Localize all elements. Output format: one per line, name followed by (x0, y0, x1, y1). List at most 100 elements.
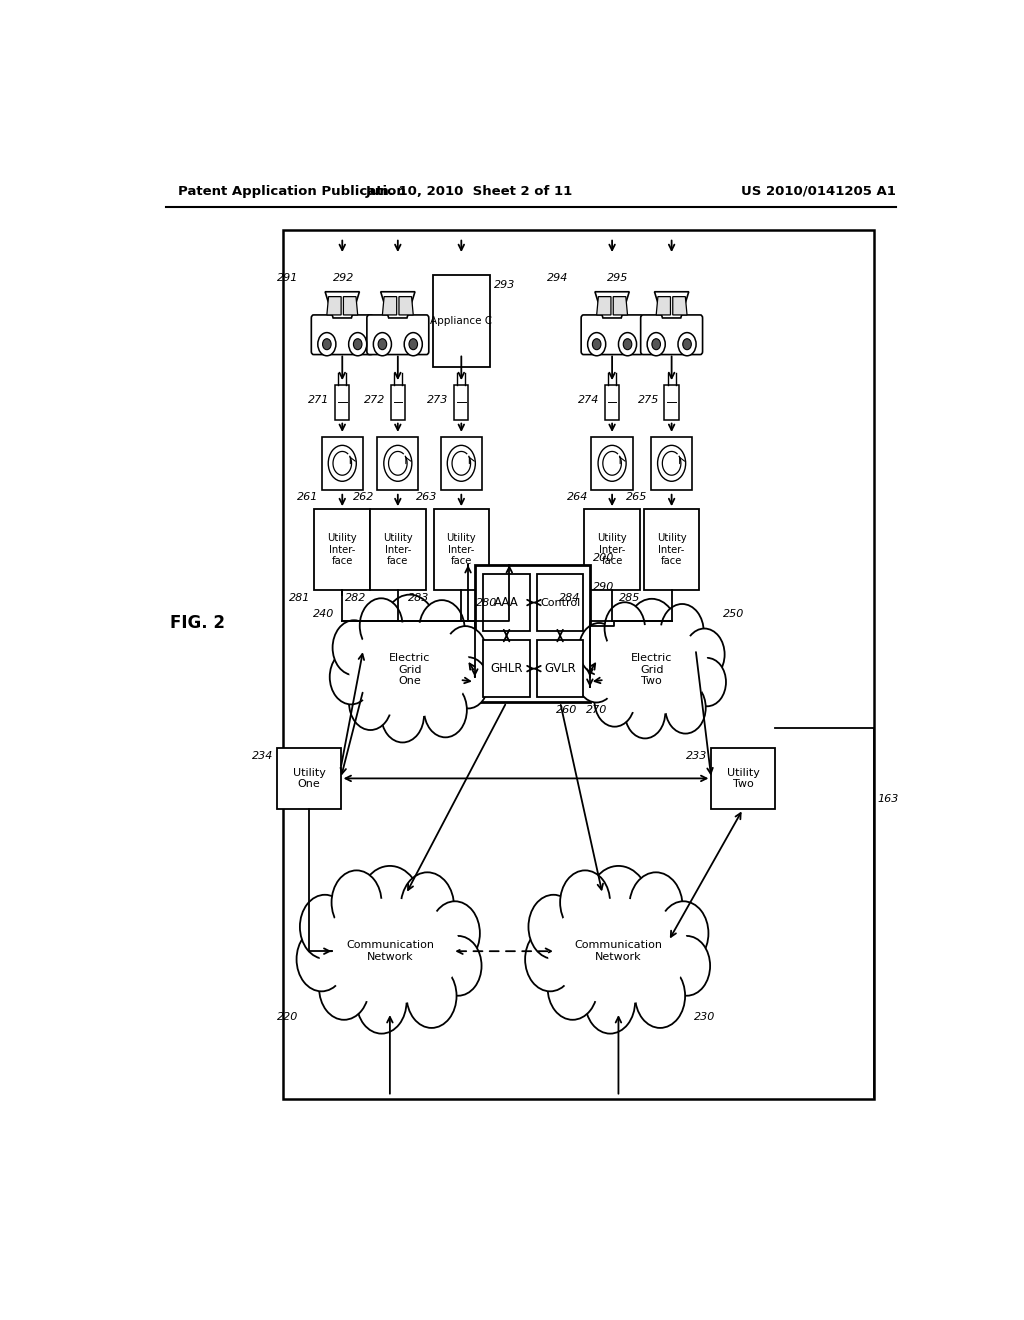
Text: Utility
Inter-
face: Utility Inter- face (446, 533, 476, 566)
Polygon shape (656, 297, 671, 315)
Polygon shape (399, 297, 414, 315)
Text: 263: 263 (416, 492, 437, 502)
FancyBboxPatch shape (433, 510, 489, 590)
FancyBboxPatch shape (314, 510, 370, 590)
Text: 260: 260 (556, 705, 578, 715)
Circle shape (349, 675, 392, 730)
Circle shape (688, 657, 726, 706)
Ellipse shape (595, 624, 709, 714)
Circle shape (330, 649, 373, 705)
Circle shape (407, 964, 457, 1028)
FancyBboxPatch shape (283, 230, 873, 1098)
Circle shape (404, 333, 422, 356)
Text: FIG. 2: FIG. 2 (170, 614, 225, 632)
Text: 270: 270 (586, 705, 607, 715)
Circle shape (358, 866, 422, 946)
Circle shape (579, 623, 620, 675)
Circle shape (548, 956, 598, 1020)
Circle shape (624, 339, 632, 350)
Circle shape (666, 681, 706, 734)
Text: Utility
Inter-
face: Utility Inter- face (328, 533, 357, 566)
FancyBboxPatch shape (605, 385, 620, 420)
FancyBboxPatch shape (644, 510, 699, 590)
Text: Communication
Network: Communication Network (574, 940, 663, 962)
Circle shape (528, 895, 579, 958)
Text: 233: 233 (686, 751, 708, 760)
Circle shape (419, 601, 465, 659)
FancyBboxPatch shape (433, 276, 489, 367)
Text: 293: 293 (494, 280, 515, 290)
Text: Jun. 10, 2010  Sheet 2 of 11: Jun. 10, 2010 Sheet 2 of 11 (366, 185, 572, 198)
Text: 265: 265 (627, 492, 648, 502)
Text: Utility
Inter-
face: Utility Inter- face (656, 533, 686, 566)
Text: 273: 273 (427, 395, 449, 405)
FancyBboxPatch shape (322, 437, 362, 490)
FancyBboxPatch shape (278, 748, 341, 809)
Circle shape (383, 594, 437, 664)
Ellipse shape (349, 622, 470, 717)
Circle shape (635, 964, 685, 1028)
Text: 292: 292 (333, 273, 354, 284)
Text: 271: 271 (308, 395, 330, 405)
Circle shape (356, 970, 407, 1034)
Text: 283: 283 (409, 594, 430, 603)
Circle shape (664, 936, 710, 995)
Text: 272: 272 (364, 395, 385, 405)
Text: Electric
Grid
One: Electric Grid One (389, 653, 430, 686)
Text: Patent Application Publication: Patent Application Publication (178, 185, 406, 198)
Text: Utility
Inter-
face: Utility Inter- face (597, 533, 627, 566)
Polygon shape (597, 297, 611, 315)
Text: 284: 284 (559, 594, 581, 603)
Circle shape (359, 598, 402, 653)
Ellipse shape (342, 615, 477, 725)
Ellipse shape (588, 618, 716, 722)
Text: 220: 220 (278, 1012, 299, 1022)
Circle shape (317, 333, 336, 356)
Circle shape (588, 333, 606, 356)
Circle shape (329, 445, 356, 482)
Circle shape (378, 339, 387, 350)
Text: AAA: AAA (495, 597, 519, 609)
Text: Appliance C: Appliance C (430, 315, 493, 326)
Circle shape (678, 333, 696, 356)
Text: 234: 234 (252, 751, 273, 760)
Circle shape (348, 333, 367, 356)
FancyBboxPatch shape (582, 315, 643, 355)
Text: Utility
One: Utility One (293, 768, 326, 789)
Circle shape (577, 651, 616, 702)
Circle shape (409, 339, 418, 350)
FancyBboxPatch shape (440, 437, 482, 490)
Polygon shape (381, 292, 415, 318)
FancyBboxPatch shape (538, 574, 583, 631)
Ellipse shape (548, 899, 689, 1005)
Text: 274: 274 (578, 395, 599, 405)
FancyBboxPatch shape (370, 510, 426, 590)
FancyBboxPatch shape (482, 640, 530, 697)
Circle shape (381, 688, 424, 742)
Text: 163: 163 (878, 793, 899, 804)
Polygon shape (326, 292, 359, 318)
Ellipse shape (319, 899, 461, 1005)
Text: Communication
Network: Communication Network (346, 940, 434, 962)
Text: 200: 200 (593, 553, 614, 562)
FancyBboxPatch shape (367, 315, 429, 355)
Circle shape (424, 682, 467, 738)
Text: 280: 280 (476, 598, 498, 607)
Text: Utility
Inter-
face: Utility Inter- face (383, 533, 413, 566)
Circle shape (560, 870, 610, 935)
Circle shape (625, 686, 666, 738)
Text: 262: 262 (352, 492, 374, 502)
Polygon shape (343, 297, 357, 315)
Text: 240: 240 (313, 609, 334, 619)
FancyBboxPatch shape (651, 437, 692, 490)
Circle shape (297, 928, 346, 991)
Circle shape (657, 445, 686, 482)
Circle shape (683, 339, 691, 350)
FancyBboxPatch shape (538, 640, 583, 697)
Circle shape (592, 339, 601, 350)
Polygon shape (595, 292, 629, 318)
Circle shape (598, 445, 626, 482)
FancyBboxPatch shape (482, 574, 530, 631)
FancyBboxPatch shape (311, 315, 373, 355)
Text: 250: 250 (723, 609, 744, 619)
